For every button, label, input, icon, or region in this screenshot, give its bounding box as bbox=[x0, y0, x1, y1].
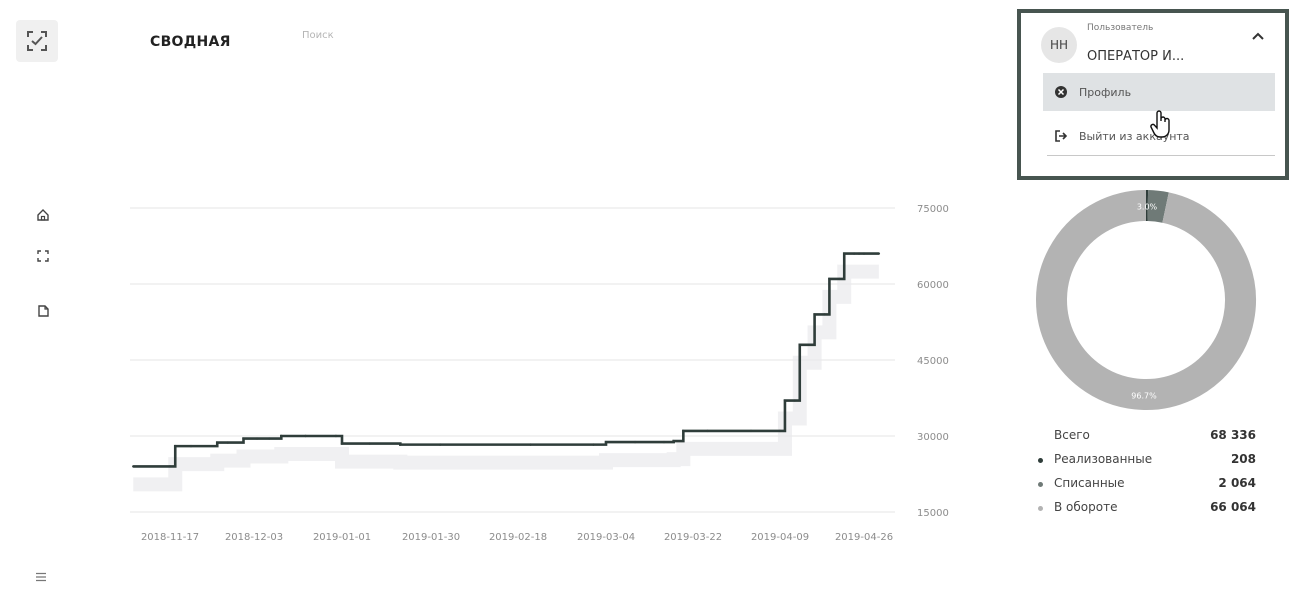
data-point bbox=[592, 443, 595, 446]
legend-dot bbox=[1038, 506, 1043, 511]
data-point bbox=[852, 252, 856, 255]
donut-slice bbox=[1147, 190, 1169, 223]
data-point bbox=[783, 399, 787, 402]
line-chart: 15000 30000 45000 60000 75000 2018-11-17 2018-… bbox=[130, 204, 949, 543]
x-tick-label: 2019-03-22 bbox=[664, 532, 722, 543]
data-point bbox=[340, 442, 344, 445]
scan-icon[interactable] bbox=[34, 247, 52, 265]
menu-item-label: Профиль bbox=[1079, 85, 1132, 99]
data-point bbox=[334, 434, 338, 438]
data-point bbox=[216, 441, 219, 444]
user-dropdown-menu: НН Пользователь ОПЕРАТОР И... Профиль Вы… bbox=[1017, 9, 1289, 180]
legend-dot bbox=[1038, 458, 1043, 463]
data-point bbox=[226, 441, 229, 444]
donut-slice bbox=[1036, 190, 1256, 410]
data-point bbox=[529, 443, 532, 446]
y-tick-label: 45000 bbox=[917, 356, 949, 367]
data-point bbox=[838, 277, 841, 281]
data-point bbox=[823, 313, 826, 316]
avatar[interactable]: НН bbox=[1041, 27, 1077, 63]
data-point bbox=[242, 437, 245, 440]
data-point bbox=[174, 444, 177, 448]
x-tick-label: 2019-04-09 bbox=[751, 532, 809, 543]
x-tick-label: 2019-01-01 bbox=[313, 532, 371, 543]
profile-icon bbox=[1053, 84, 1069, 100]
logout-icon bbox=[1053, 128, 1069, 144]
user-name: ОПЕРАТОР И... bbox=[1087, 49, 1185, 64]
app-logo[interactable] bbox=[16, 20, 58, 62]
legend-item-sold[interactable]: Реализованные 208 bbox=[1034, 452, 1256, 476]
data-point bbox=[857, 252, 861, 255]
legend-label: Реализованные bbox=[1054, 452, 1153, 466]
data-point bbox=[862, 252, 866, 255]
menu-item-profile[interactable]: Профиль bbox=[1043, 73, 1275, 111]
user-role-label: Пользователь bbox=[1087, 23, 1154, 33]
slice-label: 96.7% bbox=[1131, 392, 1157, 401]
y-tick-label: 60000 bbox=[917, 280, 949, 291]
menu-icon[interactable] bbox=[32, 568, 50, 586]
legend-label: Списанные bbox=[1054, 476, 1125, 490]
total-value: 68 336 bbox=[1210, 428, 1256, 442]
slice-label: 3.0% bbox=[1137, 203, 1158, 212]
x-tick-label: 2019-01-30 bbox=[402, 532, 460, 543]
data-point bbox=[604, 440, 608, 444]
data-point bbox=[132, 465, 135, 468]
home-icon[interactable] bbox=[34, 206, 52, 224]
data-point bbox=[778, 429, 782, 433]
x-tick-label: 2018-12-03 bbox=[225, 532, 283, 543]
y-tick-label: 30000 bbox=[917, 432, 949, 443]
data-point bbox=[843, 252, 846, 255]
hand-cursor-icon bbox=[1150, 110, 1170, 138]
data-point bbox=[267, 437, 271, 440]
x-tick-label: 2019-04-26 bbox=[835, 532, 893, 543]
data-point bbox=[438, 443, 442, 446]
data-point bbox=[706, 429, 709, 433]
data-point bbox=[672, 439, 675, 443]
document-icon[interactable] bbox=[34, 302, 52, 320]
legend-value: 208 bbox=[1230, 452, 1256, 466]
x-tick-label: 2018-11-17 bbox=[141, 532, 199, 543]
y-tick-label: 75000 bbox=[917, 204, 949, 215]
data-point bbox=[828, 277, 831, 281]
total-label: Всего bbox=[1054, 428, 1090, 442]
data-point bbox=[168, 465, 172, 468]
legend-dot bbox=[1038, 482, 1043, 487]
chevron-up-icon[interactable] bbox=[1251, 31, 1265, 41]
search-input[interactable]: Поиск bbox=[302, 30, 334, 41]
x-tick-label: 2019-02-18 bbox=[489, 532, 547, 543]
legend-value: 66 064 bbox=[1210, 500, 1256, 514]
data-point bbox=[682, 429, 685, 433]
data-point bbox=[793, 399, 797, 402]
tab-summary[interactable]: СВОДНАЯ bbox=[150, 34, 231, 50]
x-tick-label: 2019-03-04 bbox=[577, 532, 635, 543]
data-point bbox=[189, 444, 193, 448]
data-point bbox=[877, 252, 881, 255]
donut-chart: 3.0% 96.7% bbox=[1036, 189, 1256, 410]
data-point bbox=[808, 343, 811, 346]
legend-label: В обороте bbox=[1054, 500, 1118, 514]
legend-item-in-circulation[interactable]: В обороте 66 064 bbox=[1034, 500, 1256, 524]
data-point bbox=[280, 434, 283, 438]
data-point bbox=[662, 440, 666, 444]
totals-legend: Всего 68 336 Реализованные 208 Списанные… bbox=[1034, 428, 1256, 524]
data-point bbox=[255, 437, 259, 440]
data-point bbox=[749, 429, 753, 433]
data-point bbox=[633, 440, 637, 444]
legend-value: 2 064 bbox=[1218, 476, 1256, 490]
total-row: Всего 68 336 bbox=[1034, 428, 1256, 452]
line-shadow bbox=[133, 264, 879, 492]
menu-divider bbox=[1047, 155, 1275, 156]
y-tick-label: 15000 bbox=[917, 508, 949, 519]
data-point bbox=[368, 442, 371, 445]
data-point bbox=[813, 313, 816, 316]
data-point bbox=[304, 434, 307, 438]
data-point bbox=[798, 343, 801, 346]
legend-item-written-off[interactable]: Списанные 2 064 bbox=[1034, 476, 1256, 500]
scan-check-icon bbox=[27, 31, 47, 51]
data-point bbox=[399, 443, 402, 446]
